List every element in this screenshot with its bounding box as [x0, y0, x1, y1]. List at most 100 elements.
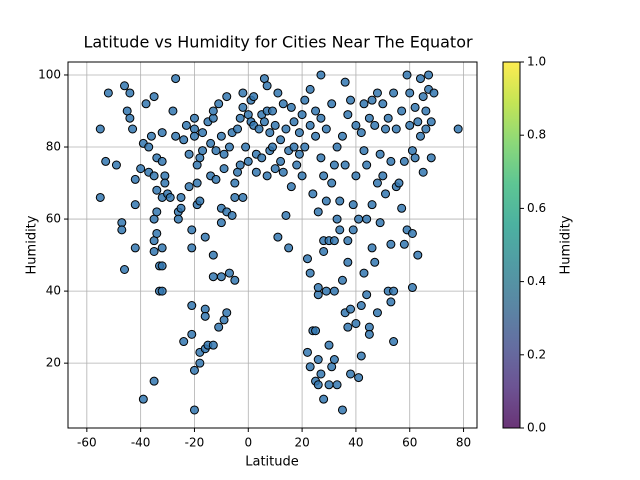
data-point	[429, 88, 439, 98]
data-point	[305, 268, 315, 278]
data-point	[305, 362, 315, 372]
data-point	[222, 308, 232, 318]
data-point	[421, 124, 431, 134]
data-point	[281, 124, 291, 134]
data-point	[418, 167, 428, 177]
data-point	[157, 261, 167, 271]
data-point	[356, 351, 366, 361]
data-point	[337, 275, 347, 285]
data-point	[354, 373, 364, 383]
data-point	[367, 95, 377, 105]
data-point	[378, 99, 388, 109]
data-point	[130, 174, 140, 184]
data-point	[381, 189, 391, 199]
data-point	[273, 232, 283, 242]
data-point	[389, 286, 399, 296]
colorbar-tick-label: 0.8	[527, 128, 546, 142]
data-point	[397, 106, 407, 116]
data-point	[313, 355, 323, 365]
data-point	[219, 164, 229, 174]
colorbar-tick-label: 0.4	[527, 274, 546, 288]
y-tick-label: 100	[38, 67, 61, 81]
data-point	[399, 156, 409, 166]
data-point	[327, 99, 337, 109]
y-tick-label: 60	[46, 212, 61, 226]
data-point	[136, 164, 146, 174]
data-point	[230, 192, 240, 202]
x-tick-label: 60	[402, 436, 417, 450]
data-point	[149, 92, 159, 102]
data-point	[278, 167, 288, 177]
data-point	[424, 70, 434, 80]
data-point	[101, 156, 111, 166]
data-point	[351, 120, 361, 130]
data-point	[335, 225, 345, 235]
data-point	[284, 243, 294, 253]
data-point	[313, 283, 323, 293]
data-point	[316, 113, 326, 123]
data-point	[410, 153, 420, 163]
data-point	[297, 171, 307, 181]
data-point	[415, 131, 425, 141]
data-point	[160, 178, 170, 188]
data-point	[238, 102, 248, 112]
data-point	[157, 286, 167, 296]
data-point	[200, 232, 210, 242]
data-point	[238, 88, 248, 98]
data-point	[343, 322, 353, 332]
data-point	[235, 113, 245, 123]
data-point	[251, 167, 261, 177]
data-point	[364, 113, 374, 123]
plot-frame	[67, 61, 478, 429]
data-point	[189, 365, 199, 375]
data-point	[321, 124, 331, 134]
data-point	[157, 128, 167, 138]
data-point	[313, 207, 323, 217]
data-point	[375, 218, 385, 228]
data-point	[262, 81, 272, 91]
data-point	[313, 380, 323, 390]
data-point	[294, 149, 304, 159]
data-point	[181, 120, 191, 130]
data-point	[157, 243, 167, 253]
data-point	[270, 120, 280, 130]
data-point	[297, 110, 307, 120]
data-point	[386, 156, 396, 166]
data-point	[386, 239, 396, 249]
data-point	[356, 128, 366, 138]
data-point	[146, 131, 156, 141]
data-point	[410, 102, 420, 112]
data-point	[149, 171, 159, 181]
data-point	[319, 246, 329, 256]
data-point	[356, 301, 366, 311]
data-point	[311, 131, 321, 141]
data-point	[359, 99, 369, 109]
data-point	[364, 329, 374, 339]
data-point	[370, 257, 380, 267]
data-point	[316, 369, 326, 379]
data-point	[187, 329, 197, 339]
data-point	[189, 113, 199, 123]
data-point	[171, 131, 181, 141]
data-point	[171, 74, 181, 84]
x-tick-label: -60	[77, 436, 97, 450]
x-tick-label: 40	[348, 436, 363, 450]
x-axis-label: Latitude	[245, 455, 299, 470]
data-point	[262, 171, 272, 181]
data-point	[343, 110, 353, 120]
data-point	[394, 178, 404, 188]
data-point	[189, 131, 199, 141]
data-point	[332, 142, 342, 152]
data-point	[348, 200, 358, 210]
x-tick-label: 0	[244, 436, 252, 450]
data-point	[184, 182, 194, 192]
data-point	[200, 311, 210, 321]
data-point	[216, 272, 226, 282]
data-point	[292, 160, 302, 170]
data-point	[327, 178, 337, 188]
data-point	[289, 142, 299, 152]
data-point	[321, 196, 331, 206]
data-point	[370, 120, 380, 130]
data-point	[230, 178, 240, 188]
